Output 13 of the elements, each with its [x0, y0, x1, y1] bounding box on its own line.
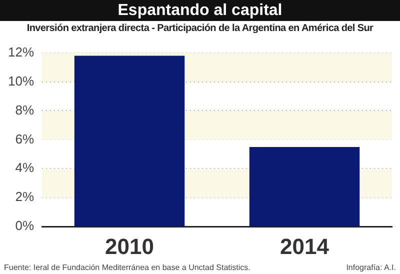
source-note: Fuente: Ieral de Fundación Mediterránea en base a Unctad Statistics.: [4, 262, 250, 274]
chart-subtitle: Inversión extranjera directa - Participación de la Argentina en América del Sur: [26, 22, 374, 36]
y-tick-label: 0%: [15, 218, 34, 234]
y-tick-label: 4%: [15, 160, 34, 176]
x-tick-label: 2010: [105, 234, 154, 259]
text: Infografía: A.I.: [346, 262, 396, 274]
x-tick-label: 2014: [280, 234, 330, 259]
y-tick-label: 2%: [15, 189, 34, 204]
y-tick-label: 6%: [15, 131, 34, 146]
y-tick-label: 12%: [8, 44, 34, 60]
y-tick-label: 8%: [15, 102, 34, 118]
y-tick-label: 10%: [8, 73, 34, 88]
chart-title: Espantando al capital: [0, 0, 400, 21]
